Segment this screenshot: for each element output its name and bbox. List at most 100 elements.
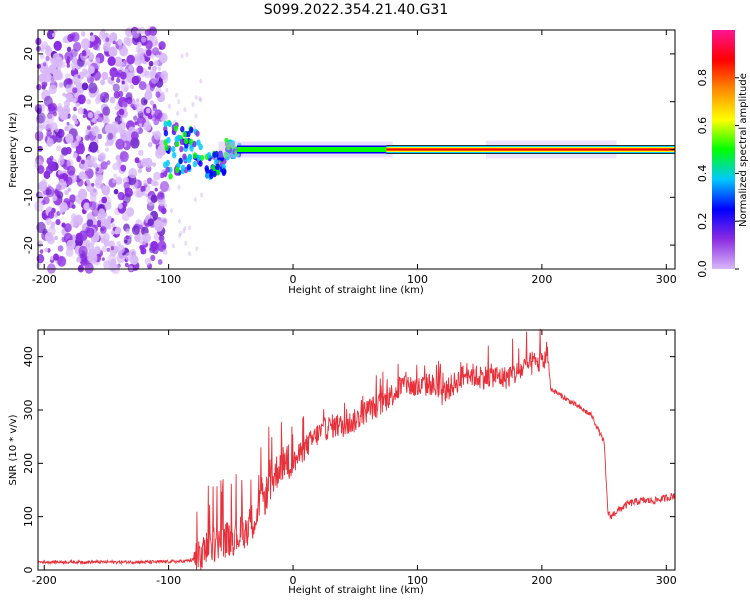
- y-tick-label: 200: [22, 453, 35, 474]
- noise-blob: [104, 142, 109, 147]
- noise-blob: [155, 74, 159, 79]
- noise-blob: [160, 70, 168, 80]
- noise-blob: [191, 102, 195, 107]
- noise-blob: [101, 196, 108, 204]
- noise-blob: [125, 235, 129, 240]
- noise-blob: [140, 158, 148, 167]
- signal-blob: [198, 160, 203, 167]
- noise-blob: [36, 107, 42, 114]
- noise-blob: [147, 218, 154, 226]
- noise-blob: [112, 162, 119, 171]
- noise-blob: [107, 132, 114, 140]
- noise-blob: [82, 114, 86, 119]
- noise-blob: [72, 152, 78, 159]
- noise-blob: [157, 259, 163, 265]
- noise-blob: [61, 222, 66, 228]
- noise-blob: [125, 37, 133, 47]
- noise-blob: [141, 36, 146, 43]
- noise-blob: [115, 176, 123, 185]
- signal-blob: [188, 138, 194, 145]
- noise-blob: [120, 71, 127, 80]
- noise-blob: [43, 196, 50, 205]
- snr-line: [37, 328, 676, 571]
- noise-blob: [150, 240, 159, 251]
- noise-blob: [150, 194, 158, 203]
- noise-blob: [144, 90, 153, 101]
- noise-blob: [39, 53, 45, 60]
- y-tick-label: 400: [22, 346, 35, 367]
- signal-blob: [183, 137, 189, 145]
- noise-blob: [88, 141, 99, 153]
- noise-blob: [52, 32, 56, 38]
- noise-blob: [73, 140, 79, 147]
- snr-panel: -200 -100 0 100 200 300 0 100 200 300 400 Height …: [8, 328, 677, 596]
- noise-blob: [55, 219, 61, 226]
- colorbar-tick-label: 0.0: [696, 260, 709, 278]
- noise-blob: [148, 66, 152, 70]
- y-tick-label: 300: [22, 400, 35, 421]
- noise-blob: [62, 92, 66, 97]
- noise-blob: [84, 134, 90, 141]
- noise-blob: [57, 157, 65, 166]
- noise-blob: [134, 75, 142, 84]
- noise-blob: [124, 262, 129, 268]
- noise-blob: [94, 114, 99, 120]
- noise-blob: [37, 165, 45, 174]
- noise-blob: [71, 114, 78, 122]
- signal-blob: [221, 163, 226, 170]
- noise-blob: [99, 215, 106, 223]
- noise-blob: [86, 125, 91, 130]
- noise-blob: [117, 38, 123, 45]
- noise-blob: [77, 94, 86, 105]
- noise-blob: [66, 63, 71, 68]
- noise-blob: [116, 78, 121, 83]
- noise-blob: [195, 246, 199, 252]
- noise-blob: [66, 121, 70, 126]
- noise-blob: [56, 72, 64, 81]
- noise-blob: [85, 177, 89, 182]
- noise-blob: [86, 218, 94, 227]
- signal-blob: [174, 135, 179, 143]
- signal-blob: [223, 151, 228, 159]
- noise-blob: [48, 211, 55, 219]
- noise-blob: [90, 194, 97, 202]
- noise-blob: [82, 224, 87, 230]
- signal-blob: [168, 173, 173, 180]
- noise-blob: [91, 117, 96, 123]
- noise-blob: [194, 95, 198, 100]
- spectrogram-y-label: Frequency (Hz): [8, 112, 19, 188]
- signal-blob: [219, 155, 225, 162]
- noise-blob: [98, 154, 102, 159]
- noise-blob: [66, 98, 70, 103]
- colorbar-gradient: [712, 30, 735, 269]
- noise-blob: [65, 146, 72, 155]
- noise-blob: [153, 131, 162, 141]
- noise-blob: [176, 111, 180, 116]
- noise-blob: [102, 106, 111, 116]
- x-tick-label: 100: [407, 574, 428, 587]
- noise-blob: [111, 230, 115, 235]
- noise-blob: [139, 26, 146, 35]
- noise-blob: [36, 84, 42, 91]
- noise-blob: [113, 56, 123, 67]
- noise-blob: [178, 218, 181, 224]
- x-tick-label: -100: [156, 273, 181, 286]
- noise-blob: [159, 52, 168, 64]
- x-tick-label: 300: [656, 574, 677, 587]
- noise-blob: [120, 129, 130, 141]
- noise-blob: [58, 82, 64, 88]
- noise-blob: [118, 203, 123, 210]
- noise-blob: [128, 64, 134, 71]
- noise-blob: [46, 138, 54, 147]
- spectrogram-heatmap: [34, 25, 675, 275]
- noise-blob: [177, 184, 181, 190]
- noise-blob: [167, 103, 171, 109]
- signal-blob: [165, 166, 170, 173]
- signal-blob: [179, 138, 184, 145]
- noise-blob: [48, 103, 55, 112]
- noise-blob: [157, 240, 167, 252]
- noise-blob: [147, 113, 153, 120]
- noise-blob: [67, 200, 75, 209]
- noise-blob: [88, 82, 98, 94]
- noise-blob: [145, 107, 151, 114]
